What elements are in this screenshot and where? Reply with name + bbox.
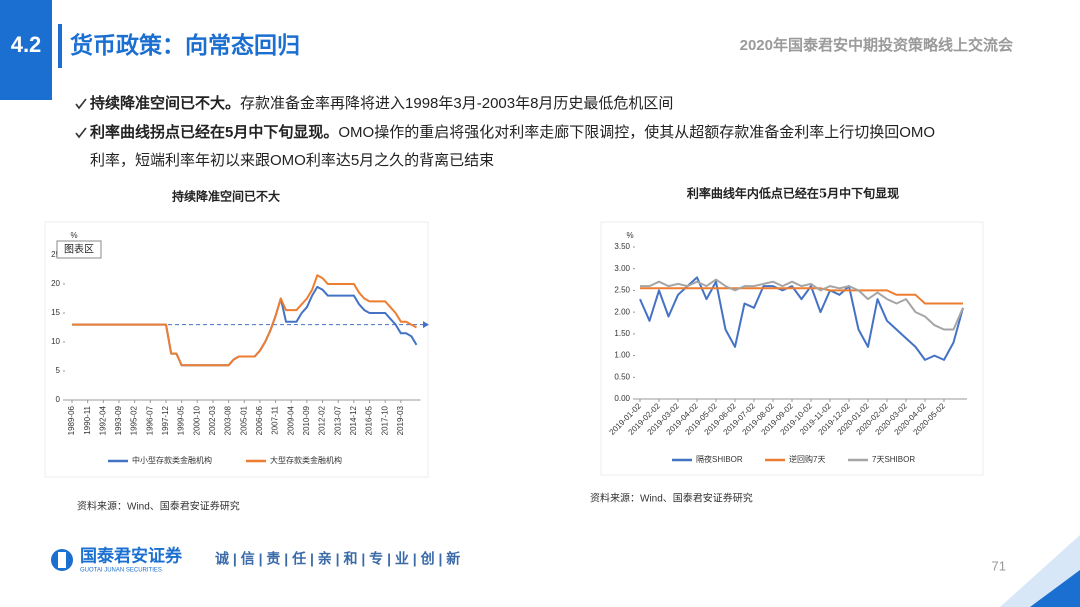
company-name-en: GUOTAI JUNAN SECURITIES (80, 568, 162, 574)
page-number: 71 (992, 558, 1006, 573)
x-tick-label: 2019-03 (396, 405, 405, 435)
y-tick-label: 3.50 (614, 242, 630, 251)
bullet-bold: 持续降准空间已不大。 (90, 94, 240, 112)
y-tick-label: 25 (51, 250, 60, 259)
series-line (639, 276, 964, 361)
y-tick-label: 3.00 (614, 264, 630, 273)
y-tick-label: 0.50 (614, 372, 630, 381)
x-tick-label: 2007-11 (271, 405, 280, 434)
x-tick-label: 1999-05 (177, 405, 186, 435)
chart-panel (44, 221, 429, 478)
x-tick-label: 2017-10 (380, 405, 389, 435)
legend-label: 中小型存款类金融机构 (132, 455, 212, 465)
chart-title: 持续降准空间已不大 (172, 189, 280, 204)
x-tick-label: 2010-09 (302, 405, 311, 435)
reference-arrow (423, 321, 429, 329)
series-line (72, 274, 417, 367)
bullet: 利率曲线拐点已经在5月中下旬显现。OMO操作的重启将强化对利率走廊下限调控，使其… (90, 123, 935, 141)
logo-mark (58, 552, 66, 568)
x-tick-label: 2012-02 (318, 405, 327, 435)
source-note: 资料来源：Wind、国泰君安证券研究 (77, 500, 240, 513)
bullet: 持续降准空间已不大。存款准备金率再降将进入1998年3月-2003年8月历史最低… (90, 94, 673, 112)
x-tick-label: 2003-08 (224, 405, 233, 435)
bullet-text: OMO操作的重启将强化对利率走廊下限调控，使其从超额存款准备金利率上行切换回OM… (338, 124, 935, 141)
bullet-text: 利率，短端利率年初以来跟OMO利率达5月之久的背离已结束 (90, 152, 494, 169)
slogan: 诚 | 信 | 责 | 任 | 亲 | 和 | 专 | 业 | 创 | 新 (215, 551, 460, 567)
x-tick-label: 1990-11 (83, 405, 92, 434)
series-line (640, 287, 963, 305)
y-tick-label: 15 (51, 308, 60, 317)
y-tick-label: 0.00 (614, 394, 630, 403)
x-tick-label: 1992-04 (98, 405, 107, 435)
bullet-text: 存款准备金率再降将进入1998年3月-2003年8月历史最低危机区间 (240, 95, 673, 112)
x-tick-label: 1996-07 (145, 405, 154, 435)
section-number: 4.2 (11, 32, 42, 57)
y-tick-label: 1.00 (614, 351, 630, 360)
x-tick-label: 1997-12 (161, 405, 170, 435)
legend-label: 逆回购7天 (789, 454, 825, 464)
chart-panel (600, 221, 984, 476)
y-tick-label: 10 (51, 337, 60, 346)
legend-label: 隔夜SHIBOR (696, 454, 743, 464)
x-tick-label: 2009-04 (286, 405, 295, 435)
title-bar (58, 24, 62, 68)
chart-title: 利率曲线年内低点已经在5月中下旬显现 (687, 186, 899, 201)
section-block (0, 0, 52, 100)
y-tick-label: 5 (56, 366, 61, 375)
x-tick-label: 2014-12 (349, 405, 358, 435)
event-name: 2020年国泰君安中期投资策略线上交流会 (740, 36, 1013, 54)
y-tick-label: 1.50 (614, 329, 630, 338)
slide-title: 货币政策：向常态回归 (70, 32, 300, 58)
tooltip-text: 图表区 (64, 243, 94, 256)
y-axis-label: % (626, 231, 633, 240)
tooltip-box (56, 240, 102, 259)
x-tick-label: 2013-07 (333, 405, 342, 435)
series-line (640, 278, 964, 331)
x-tick-label: 2002-03 (208, 405, 217, 435)
x-tick-label: 2006-06 (255, 405, 264, 435)
legend-label: 7天SHIBOR (872, 455, 915, 464)
source-note: 资料来源：Wind、国泰君安证券研究 (590, 492, 753, 505)
check-icon (75, 127, 87, 139)
x-tick-label: 1993-09 (114, 405, 123, 435)
x-tick-label: 2016-05 (365, 405, 374, 435)
bullet-bold: 利率曲线拐点已经在5月中下旬显现。 (90, 123, 338, 141)
y-tick-label: 20 (51, 279, 60, 288)
x-tick-label: 1995-02 (130, 405, 139, 435)
company-name: 国泰君安证券 (80, 545, 183, 565)
y-tick-label: 0 (56, 395, 61, 404)
x-tick-label: 2000-10 (192, 405, 201, 435)
legend-label: 大型存款类金融机构 (270, 455, 342, 465)
check-icon (75, 98, 87, 110)
y-tick-label: 2.00 (614, 307, 630, 316)
y-axis-label: % (70, 231, 77, 240)
x-tick-label: 1989-06 (67, 405, 76, 435)
y-tick-label: 2.50 (614, 286, 630, 295)
corner-decoration (1030, 570, 1080, 607)
x-tick-label: 2005-01 (239, 405, 248, 435)
